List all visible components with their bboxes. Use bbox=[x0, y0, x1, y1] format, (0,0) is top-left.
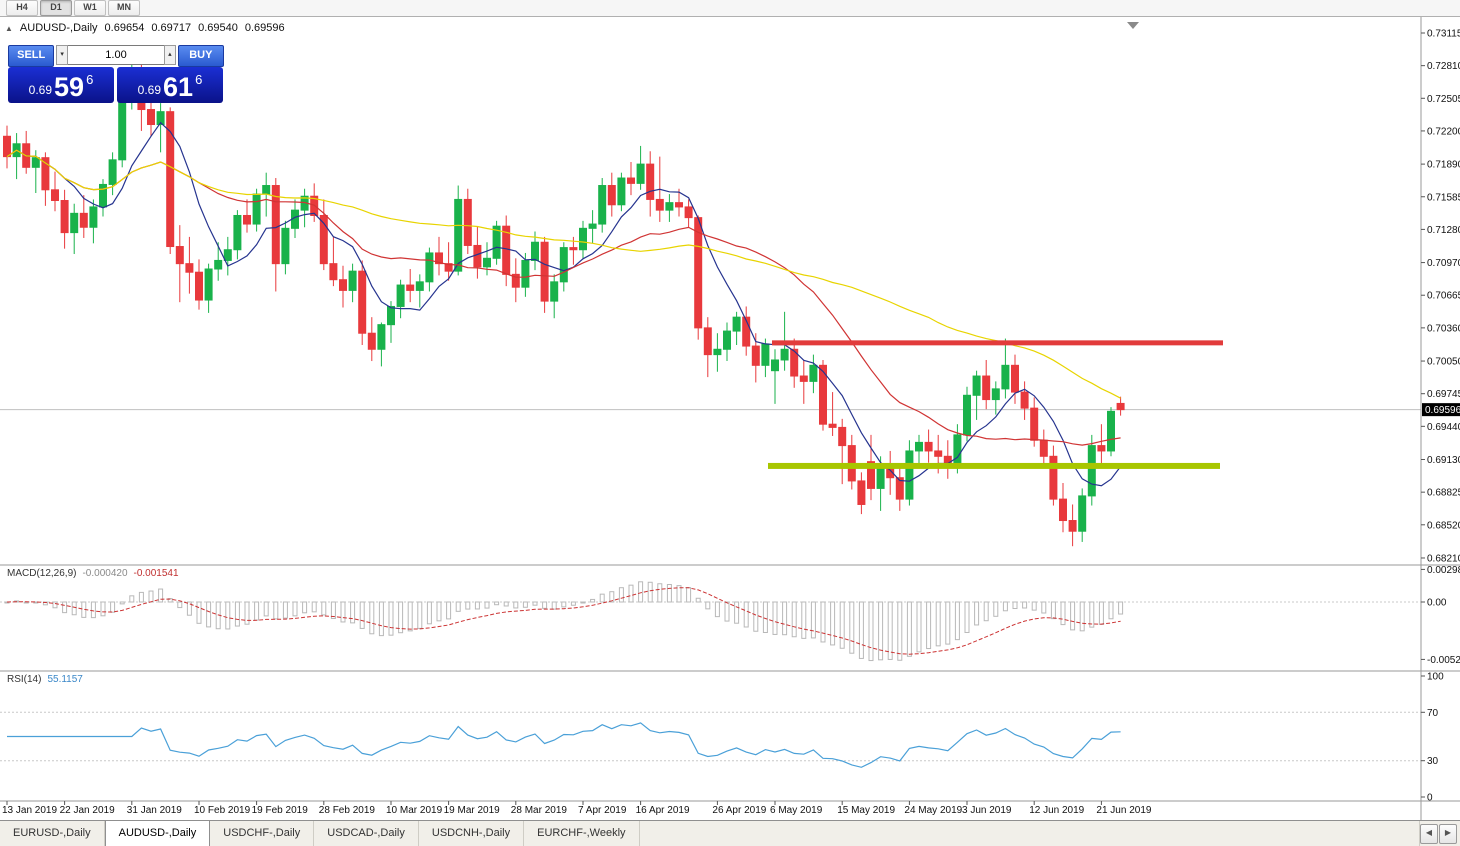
sell-price-frac: 6 bbox=[86, 72, 94, 87]
svg-text:3 Jun 2019: 3 Jun 2019 bbox=[962, 805, 1012, 816]
buy-price-pips: 61 bbox=[163, 72, 194, 102]
svg-text:7 Apr 2019: 7 Apr 2019 bbox=[578, 805, 627, 816]
chart-symbol-label: AUDUSD-,Daily bbox=[19, 22, 98, 34]
svg-text:26 Apr 2019: 26 Apr 2019 bbox=[712, 805, 766, 816]
tab-usdcnh-daily[interactable]: USDCNH-,Daily bbox=[419, 821, 525, 846]
chart-tabbar: EURUSD-,Daily AUDUSD-,Daily USDCHF-,Dail… bbox=[0, 820, 1460, 846]
svg-text:13 Jan 2019: 13 Jan 2019 bbox=[2, 805, 57, 816]
svg-text:0.72810: 0.72810 bbox=[1427, 61, 1460, 72]
tab-usdchf-daily[interactable]: USDCHF-,Daily bbox=[210, 821, 315, 846]
sell-button[interactable]: SELL bbox=[8, 45, 55, 67]
buy-price-frac: 6 bbox=[195, 72, 203, 87]
svg-text:0.69745: 0.69745 bbox=[1427, 389, 1460, 400]
svg-text:16 Apr 2019: 16 Apr 2019 bbox=[636, 805, 690, 816]
candles-layer bbox=[3, 50, 1125, 547]
ma-slow-line bbox=[6, 149, 1121, 399]
tab-usdcad-daily[interactable]: USDCAD-,Daily bbox=[314, 821, 419, 846]
svg-text:0.70050: 0.70050 bbox=[1427, 357, 1460, 368]
svg-text:10 Feb 2019: 10 Feb 2019 bbox=[194, 805, 251, 816]
sell-price-panel[interactable]: 0.69 59 6 bbox=[8, 67, 114, 103]
support-hline[interactable] bbox=[768, 462, 1220, 469]
svg-text:19 Mar 2019: 19 Mar 2019 bbox=[444, 805, 501, 816]
svg-text:70: 70 bbox=[1427, 708, 1439, 719]
sell-price-pips: 59 bbox=[54, 72, 85, 102]
macd-signal-value: -0.001541 bbox=[133, 568, 179, 579]
sell-price-base: 0.69 bbox=[28, 83, 53, 97]
tab-scrollbar: ◀ ▶ bbox=[1419, 821, 1460, 846]
svg-text:24 May 2019: 24 May 2019 bbox=[904, 805, 962, 816]
macd-panel-title: MACD(12,26,9) -0.000420 -0.001541 bbox=[7, 568, 179, 579]
axes: 0.73115 0.72810 0.72505 0.72200 0.71890 0.715… bbox=[0, 17, 1460, 820]
svg-text:0.68210: 0.68210 bbox=[1427, 553, 1460, 564]
svg-text:0.72200: 0.72200 bbox=[1427, 126, 1460, 137]
tab-eurchf-weekly[interactable]: EURCHF-,Weekly bbox=[524, 821, 640, 846]
buy-button[interactable]: BUY bbox=[177, 45, 224, 67]
svg-text:0.68825: 0.68825 bbox=[1427, 488, 1460, 499]
volume-up-button[interactable]: ▴ bbox=[164, 45, 176, 65]
ohlc-high: 0.69717 bbox=[151, 22, 192, 34]
svg-text:0.71585: 0.71585 bbox=[1427, 192, 1460, 203]
tab-audusd-daily[interactable]: AUDUSD-,Daily bbox=[104, 821, 211, 846]
svg-text:100: 100 bbox=[1427, 672, 1444, 683]
one-click-trading-panel: SELL ▾ ▴ BUY 0.69 59 6 0.69 61 6 bbox=[8, 45, 224, 103]
volume-input[interactable] bbox=[68, 45, 164, 65]
svg-text:-0.00525: -0.00525 bbox=[1427, 655, 1460, 666]
timeframe-button-h4[interactable]: H4 bbox=[6, 0, 38, 16]
svg-text:19 Feb 2019: 19 Feb 2019 bbox=[252, 805, 309, 816]
svg-text:0.00298: 0.00298 bbox=[1427, 565, 1460, 576]
rsi-value: 55.1157 bbox=[47, 674, 83, 685]
svg-text:0: 0 bbox=[1427, 793, 1433, 804]
svg-text:12 Jun 2019: 12 Jun 2019 bbox=[1029, 805, 1084, 816]
svg-text:0.70665: 0.70665 bbox=[1427, 291, 1460, 302]
timeframe-button-mn[interactable]: MN bbox=[108, 0, 140, 16]
current-price-tag: 0.69596 bbox=[1422, 403, 1460, 417]
svg-text:22 Jan 2019: 22 Jan 2019 bbox=[60, 805, 115, 816]
rsi-indicator-name: RSI(14) bbox=[7, 674, 42, 685]
svg-text:28 Feb 2019: 28 Feb 2019 bbox=[319, 805, 376, 816]
svg-text:0.69440: 0.69440 bbox=[1427, 422, 1460, 433]
rsi-indicator bbox=[0, 711, 1421, 768]
svg-text:0.70360: 0.70360 bbox=[1427, 323, 1460, 334]
tab-scroll-left-button[interactable]: ◀ bbox=[1420, 823, 1438, 844]
svg-text:31 Jan 2019: 31 Jan 2019 bbox=[127, 805, 182, 816]
tab-scroll-right-button[interactable]: ▶ bbox=[1439, 823, 1457, 844]
timeframe-button-w1[interactable]: W1 bbox=[74, 0, 106, 16]
svg-text:28 Mar 2019: 28 Mar 2019 bbox=[511, 805, 568, 816]
ohlc-low: 0.69540 bbox=[198, 22, 238, 34]
macd-main-value: -0.000420 bbox=[82, 568, 128, 579]
macd-indicator bbox=[0, 581, 1421, 662]
rsi-panel-title: RSI(14) 55.1157 bbox=[7, 674, 83, 685]
chart-ohlc-header: ▲ AUDUSD-,Daily 0.69654 0.69717 0.69540 … bbox=[5, 22, 285, 34]
chart-canvas[interactable]: 0.73115 0.72810 0.72505 0.72200 0.71890 0.715… bbox=[0, 17, 1460, 820]
timeframe-toolbar: H4 D1 W1 MN bbox=[0, 0, 1460, 17]
svg-text:0.69130: 0.69130 bbox=[1427, 455, 1460, 466]
chart-symbol-icon: ▲ bbox=[5, 23, 13, 33]
buy-price-base: 0.69 bbox=[137, 83, 162, 97]
svg-text:0.68520: 0.68520 bbox=[1427, 520, 1460, 531]
resistance-hline[interactable] bbox=[772, 340, 1223, 346]
timeframe-button-d1[interactable]: D1 bbox=[40, 0, 72, 16]
svg-text:10 Mar 2019: 10 Mar 2019 bbox=[386, 805, 443, 816]
svg-text:15 May 2019: 15 May 2019 bbox=[837, 805, 895, 816]
macd-indicator-name: MACD(12,26,9) bbox=[7, 568, 77, 579]
svg-text:6 May 2019: 6 May 2019 bbox=[770, 805, 823, 816]
svg-text:0.00: 0.00 bbox=[1427, 598, 1447, 609]
buy-price-panel[interactable]: 0.69 61 6 bbox=[117, 67, 223, 103]
svg-text:21 Jun 2019: 21 Jun 2019 bbox=[1096, 805, 1151, 816]
ohlc-close: 0.69596 bbox=[244, 22, 285, 34]
svg-text:0.71280: 0.71280 bbox=[1427, 225, 1460, 236]
volume-down-button[interactable]: ▾ bbox=[56, 45, 68, 65]
tab-eurusd-daily[interactable]: EURUSD-,Daily bbox=[0, 821, 105, 846]
svg-text:0.71890: 0.71890 bbox=[1427, 160, 1460, 171]
svg-text:0.72505: 0.72505 bbox=[1427, 94, 1460, 105]
chart-shift-marker bbox=[1127, 22, 1139, 29]
ohlc-open: 0.69654 bbox=[104, 22, 145, 34]
svg-text:0.70970: 0.70970 bbox=[1427, 258, 1460, 269]
svg-text:30: 30 bbox=[1427, 756, 1439, 767]
svg-text:0.73115: 0.73115 bbox=[1427, 29, 1460, 40]
chart-area[interactable]: 0.73115 0.72810 0.72505 0.72200 0.71890 0.715… bbox=[0, 17, 1460, 820]
svg-text:0.69596: 0.69596 bbox=[1425, 405, 1460, 416]
